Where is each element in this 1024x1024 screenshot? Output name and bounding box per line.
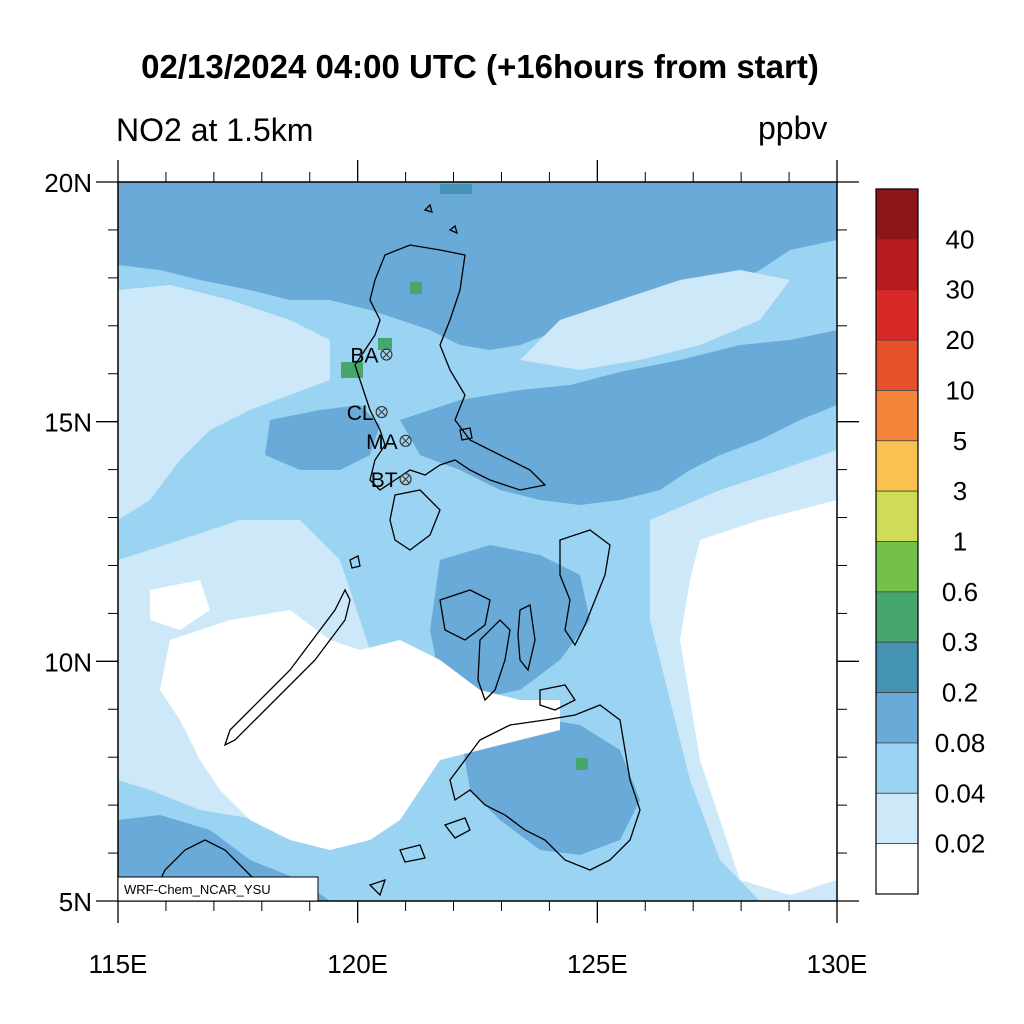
variable-label: NO2 at 1.5km (116, 112, 314, 148)
field-light-west (118, 285, 330, 520)
y-tick-label: 15N (44, 408, 92, 438)
field-white-west (150, 580, 210, 630)
colorbar-label: 0.2 (942, 678, 978, 708)
site-marker-cl: CL (347, 402, 388, 425)
coast-sulu (368, 817, 471, 897)
coast-cebu (517, 604, 536, 672)
colorbar-swatch (875, 188, 919, 240)
model-credit: WRF-Chem_NCAR_YSU (124, 882, 271, 897)
colorbar-frame (875, 188, 919, 895)
colorbar-label: 3 (953, 476, 967, 506)
coast-mindanao (449, 704, 641, 871)
coast-samar-leyte (559, 529, 611, 647)
colorbar-label: 5 (953, 426, 967, 456)
site-label: MA (366, 431, 398, 454)
colorbar-label: 0.6 (942, 577, 978, 607)
field-band-east (400, 330, 837, 505)
colorbar-swatch (875, 792, 919, 845)
colorbar-swatch (875, 440, 919, 492)
field-patch-west (265, 405, 380, 470)
colorbar-label: 0.02 (935, 829, 986, 859)
x-tick-label: 120E (327, 949, 388, 979)
site-marker-cross (382, 350, 391, 359)
y-tick-label: 10N (44, 647, 92, 677)
colorbar-swatch (875, 742, 919, 794)
field-patch-mindanao (460, 715, 640, 855)
coast-mindoro (389, 489, 441, 551)
field-white-sulu (160, 610, 560, 850)
colorbar-swatch (875, 490, 919, 542)
field-green-ba2 (378, 338, 392, 350)
colorbar-label: 1 (953, 527, 967, 557)
site-label: CL (347, 402, 374, 425)
field-patch-visayas (430, 545, 590, 700)
colorbar: 40 30 20 10 5 3 1 0.6 0.3 0.2 0.08 0.04 0.02 (875, 188, 986, 895)
site-marker-icon (380, 348, 393, 361)
coast-luzon (354, 244, 547, 491)
site-label: BA (350, 345, 378, 368)
colorbar-label: 20 (946, 325, 975, 355)
colorbar-label: 0.08 (935, 728, 986, 758)
colorbar-label: 0.3 (942, 627, 978, 657)
colorbar-swatch (875, 289, 919, 341)
site-marker-ba: BA (350, 345, 393, 368)
colorbar-label: 10 (946, 375, 975, 405)
unit-label: ppbv (758, 110, 828, 146)
colorbar-label: 40 (946, 224, 975, 254)
colorbar-swatch (875, 692, 919, 744)
site-markers: BA CL MA BT (347, 345, 412, 492)
site-marker-cross (401, 436, 410, 446)
coast-bohol (539, 684, 576, 711)
site-label: BT (371, 469, 398, 492)
figure-title: 02/13/2024 04:00 UTC (+16hours from star… (141, 48, 819, 85)
site-marker-cross (401, 474, 410, 484)
y-tick-label: 5N (59, 887, 92, 917)
site-marker-ma: MA (366, 431, 412, 454)
site-marker-icon (399, 434, 412, 447)
coast-palawan (223, 588, 351, 747)
colorbar-swatch (875, 541, 919, 593)
coast-negros (477, 619, 511, 702)
x-tick-label: 115E (89, 949, 148, 979)
colorbar-swatch (875, 339, 919, 391)
y-tick-label: 20N (44, 168, 92, 198)
field-teal-luzon (410, 282, 422, 294)
site-marker-cross (377, 407, 386, 417)
colorbar-swatch (875, 591, 919, 643)
coast-islets (349, 203, 473, 569)
x-tick-label: 130E (807, 949, 868, 979)
colorbar-swatch (875, 238, 919, 291)
map-panel: BA CL MA BT WRF-Chem_NCAR_YSU (117, 181, 838, 902)
axes: 115E 120E 125E 130E 20N 15N 10N 5N (44, 160, 867, 979)
field-teal-north (440, 184, 472, 194)
field-teal-mindanao (576, 758, 588, 770)
field-band-north (118, 182, 837, 350)
field-light-east (520, 270, 790, 370)
colorbar-label: 0.04 (935, 778, 986, 808)
field-white-east (680, 500, 837, 895)
site-marker-icon (375, 406, 388, 419)
credit-box (117, 876, 319, 902)
site-marker-bt: BT (371, 469, 412, 492)
site-marker-icon (399, 473, 412, 486)
map-frame (117, 181, 838, 902)
coast-panay (439, 589, 491, 641)
x-tick-label: 125E (567, 949, 628, 979)
colorbar-swatch (875, 843, 919, 895)
colorbar-swatch (875, 641, 919, 693)
colorbar-swatch (875, 390, 919, 442)
colorbar-label: 30 (946, 275, 975, 305)
